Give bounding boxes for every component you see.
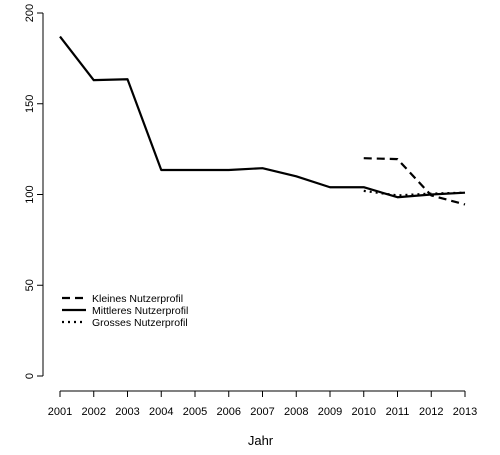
- x-tick-label: 2004: [149, 406, 173, 418]
- x-tick-label: 2002: [82, 406, 106, 418]
- series-layer: [59, 35, 466, 206]
- series-line-grosses-nutzerprofil: [363, 189, 466, 197]
- x-axis: 2001 2002 2003 2004 2005 2006 2007 2008 2009 2010…: [48, 390, 477, 418]
- x-tick-label: 2003: [115, 406, 139, 418]
- x-tick-label: 2001: [48, 406, 72, 418]
- x-tick-label: 2007: [250, 406, 274, 418]
- x-tick-label: 2013: [453, 406, 477, 418]
- x-tick-label: 2006: [217, 406, 241, 418]
- x-tick-label: 2009: [318, 406, 342, 418]
- x-tick-label: 2005: [183, 406, 207, 418]
- x-axis-title: Jahr: [248, 433, 274, 448]
- y-tick-label: 50: [24, 279, 36, 291]
- x-tick-label: 2011: [386, 406, 410, 418]
- y-tick-label: 0: [24, 373, 36, 379]
- series-line-kleines-nutzerprofil: [363, 157, 466, 206]
- legend-label-grosses-nutzerprofil: Grosses Nutzerprofil: [92, 317, 188, 329]
- x-tick-label: 2008: [284, 406, 308, 418]
- x-tick-label: 2010: [352, 406, 376, 418]
- series-line-mittleres-nutzerprofil: [59, 35, 466, 199]
- y-axis: 0 50 100 150 200: [24, 4, 44, 379]
- y-tick-label: 100: [24, 185, 36, 203]
- y-tick-label: 200: [24, 4, 36, 22]
- legend-label-kleines-nutzerprofil: Kleines Nutzerprofil: [92, 293, 183, 305]
- legend-label-mittleres-nutzerprofil: Mittleres Nutzerprofil: [92, 305, 188, 317]
- x-tick-label: 2012: [419, 406, 443, 418]
- y-tick-label: 150: [24, 95, 36, 113]
